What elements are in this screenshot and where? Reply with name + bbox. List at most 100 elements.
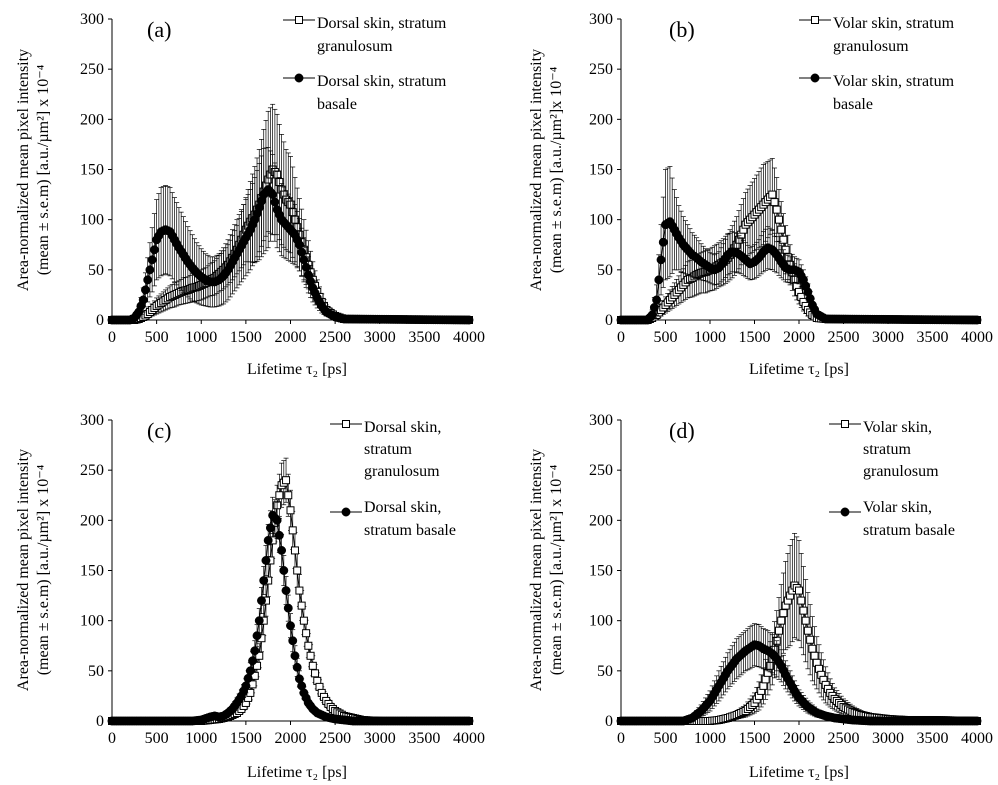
data-point [282, 476, 291, 485]
data-point [299, 616, 308, 625]
x-tick-label: 1000 [185, 329, 217, 346]
x-tick-label: 3000 [872, 329, 904, 346]
data-point [290, 651, 300, 661]
series-basale [616, 166, 982, 325]
x-tick-label: 0 [617, 329, 625, 346]
panel-b-xlabel: Lifetime τ₂ [ps] [749, 361, 849, 378]
y-tick-label: 300 [80, 412, 104, 429]
data-point [777, 616, 786, 625]
panel-c-ylabel-line1: Area-normalized mean pixel intensity [15, 449, 32, 691]
x-tick-label: 2500 [319, 730, 351, 747]
x-tick-label: 1000 [185, 730, 217, 747]
panel-b-legend: Volar skin, stratum granulosum Volar ski… [833, 15, 955, 113]
y-tick-label: 200 [80, 111, 104, 128]
data-point [308, 661, 317, 670]
data-point [257, 596, 266, 606]
data-point [972, 315, 982, 325]
data-point [143, 275, 153, 285]
data-point [972, 716, 982, 726]
legend-marker [840, 507, 850, 517]
panel-a-ylabel-line1: Area-normalized mean pixel intensity [15, 49, 32, 291]
x-tick-label: 500 [145, 730, 169, 747]
data-point [797, 596, 806, 605]
y-tick-label: 150 [80, 563, 104, 580]
x-tick-label: 3000 [872, 730, 904, 747]
x-tick-label: 2000 [783, 329, 815, 346]
legend-marker [810, 73, 820, 83]
data-point [275, 491, 284, 500]
x-tick-label: 3500 [408, 730, 440, 747]
data-point [279, 566, 289, 575]
data-point [138, 295, 148, 305]
data-point [265, 523, 275, 533]
legend-d-series1-line1: Volar skin, [863, 419, 932, 436]
series-basale [107, 496, 474, 726]
data-point [299, 255, 309, 265]
data-point [286, 621, 295, 631]
panel-b-ylabel-line2: (mean ± s.e.m) [a.u./µm²]x 10⁻⁴ [548, 66, 565, 273]
x-tick-label: 3500 [408, 329, 440, 346]
series-basale [107, 147, 474, 325]
legend-marker [841, 420, 849, 428]
legend-c-series2-line1: Dorsal skin, [364, 499, 441, 516]
panel-d-ylabel-line2: (mean ± s.e.m) [a.u./µm²] x 10⁻⁴ [548, 464, 565, 675]
y-tick-label: 250 [589, 462, 613, 479]
data-point [281, 586, 291, 596]
data-point [243, 673, 253, 683]
data-point [297, 247, 307, 257]
data-point [464, 716, 474, 726]
x-tick-label: 1500 [739, 730, 771, 747]
y-tick-label: 250 [589, 61, 613, 78]
data-point [652, 295, 662, 305]
x-tick-label: 4000 [961, 329, 993, 346]
y-tick-label: 50 [597, 262, 613, 279]
legend-c-series1-line3: granulosum [364, 463, 440, 480]
data-point [283, 603, 293, 613]
data-point [810, 651, 819, 660]
x-tick-label: 2500 [319, 329, 351, 346]
legend-d-series2-line2: stratum basale [863, 522, 955, 539]
panel-c-ylabel-line2: (mean ± s.e.m) [a.u./µm²] x 10⁻⁴ [35, 464, 52, 675]
data-point [297, 601, 306, 610]
x-tick-label: 2000 [275, 730, 307, 747]
y-tick-label: 200 [589, 512, 613, 529]
data-point [795, 586, 803, 595]
x-tick-label: 1500 [230, 329, 262, 346]
x-tick-label: 3500 [917, 730, 949, 747]
data-point [293, 566, 302, 575]
panel-d-ylabel-line1: Area-normalized mean pixel intensity [528, 449, 545, 691]
x-tick-label: 2000 [783, 730, 815, 747]
legend-marker [811, 16, 819, 24]
x-tick-label: 4000 [961, 730, 993, 747]
data-point [294, 240, 304, 250]
data-point [141, 285, 150, 295]
x-tick-label: 2500 [828, 730, 860, 747]
data-point [286, 506, 295, 515]
x-tick-label: 0 [617, 730, 625, 747]
y-tick-label: 200 [80, 512, 104, 529]
series-basale [616, 623, 982, 726]
panel-a-xlabel: Lifetime τ₂ [ps] [247, 361, 347, 378]
y-tick-label: 0 [605, 312, 613, 329]
data-point [647, 310, 657, 320]
x-tick-label: 3000 [364, 730, 396, 747]
y-tick-label: 50 [88, 262, 104, 279]
data-point [245, 666, 255, 676]
data-point [768, 190, 777, 199]
data-point [250, 646, 260, 656]
legend-marker [295, 16, 303, 24]
panel-c-label: (c) [147, 418, 171, 443]
x-tick-label: 1000 [694, 730, 726, 747]
data-point [241, 681, 251, 691]
legend-a-series1-line2: granulosum [317, 38, 393, 55]
data-point [252, 631, 262, 641]
x-tick-label: 500 [654, 730, 678, 747]
y-tick-label: 50 [597, 663, 613, 680]
x-tick-label: 2000 [275, 329, 307, 346]
data-point [254, 616, 264, 626]
